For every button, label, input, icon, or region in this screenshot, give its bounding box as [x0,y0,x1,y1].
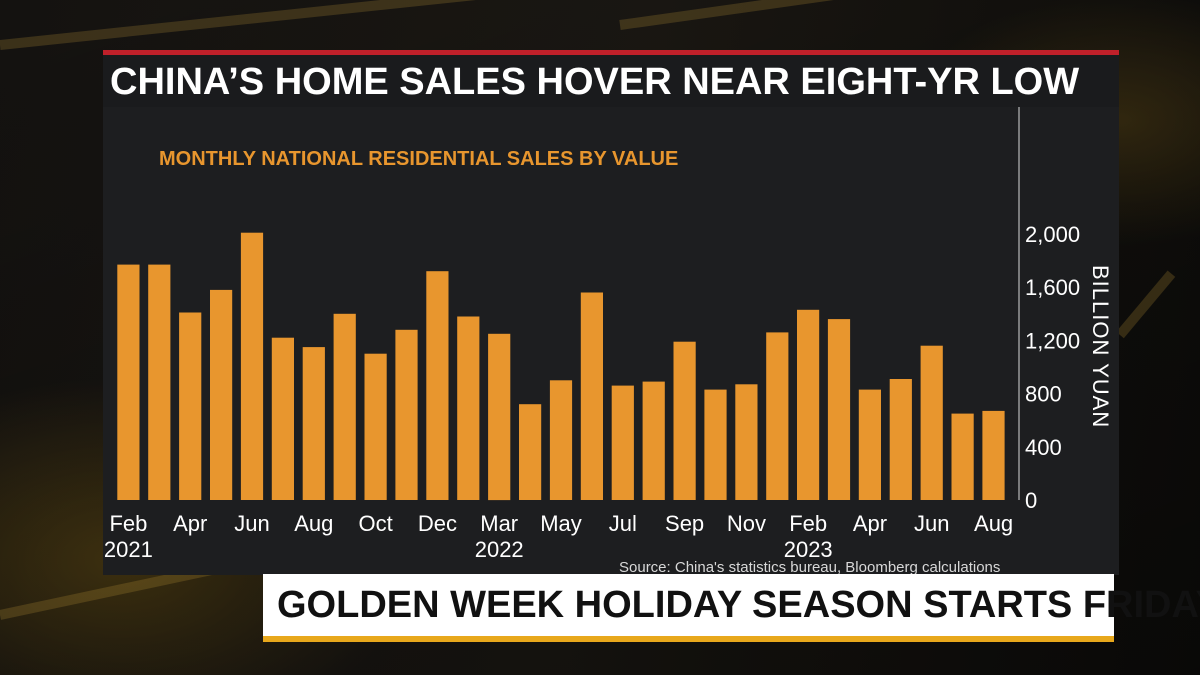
x-tick-year-label: 2023 [784,537,833,562]
y-tick-label: 1,200 [1025,328,1080,353]
y-tick-label: 2,000 [1025,222,1080,247]
bar-2021-12 [426,271,449,500]
bar-2021-06 [240,232,264,500]
y-tick-label: 0 [1025,488,1037,513]
bar-chart: MONTHLY NATIONAL RESIDENTIAL SALES BY VA… [104,107,1113,575]
bar-2023-02 [797,309,820,500]
bar-2022-06 [580,292,603,500]
x-tick-label: May [540,511,582,536]
chart-subtitle: MONTHLY NATIONAL RESIDENTIAL SALES BY VA… [159,148,678,170]
bar-2023-07 [951,413,974,500]
x-tick-year-label: 2021 [104,537,153,562]
bar-2022-09 [673,341,696,500]
bar-2021-07 [271,337,294,500]
chart-title: CHINA’S HOME SALES HOVER NEAR EIGHT-YR L… [110,61,1080,103]
lower-third-headline: GOLDEN WEEK HOLIDAY SEASON STARTS FRIDAY [277,584,1200,626]
x-tick-label: Aug [974,511,1013,536]
x-tick-label: Jul [609,511,637,536]
bar-2021-04 [179,312,202,500]
bar-2023-08 [982,410,1005,500]
bar-2021-05 [210,289,233,500]
bar-2023-06 [920,345,943,500]
bars-group [117,232,1005,501]
bar-2022-12 [766,332,789,500]
lower-third-banner: GOLDEN WEEK HOLIDAY SEASON STARTS FRIDAY [263,574,1200,642]
bar-2021-02 [117,264,140,500]
bar-2021-08 [302,347,325,500]
y-tick-label: 1,600 [1025,275,1080,300]
x-tick-label: Nov [727,511,766,536]
bar-2022-05 [549,380,573,500]
x-tick-label: Mar [480,511,518,536]
x-tick-label: Feb [109,511,147,536]
bar-2023-03 [827,319,851,500]
x-tick-label: Oct [358,511,392,536]
bar-2021-03 [148,264,171,500]
x-tick-label: Feb [789,511,827,536]
bar-2022-04 [519,404,542,500]
x-tick-label: Apr [173,511,207,536]
bar-2021-11 [395,329,418,500]
bar-2022-03 [488,333,511,501]
x-tick-label: Apr [853,511,887,536]
bar-2022-11 [735,384,758,500]
title-bar: CHINA’S HOME SALES HOVER NEAR EIGHT-YR L… [103,50,1119,107]
x-tick-label: Jun [234,511,269,536]
bar-2022-07 [611,385,634,500]
y-tick-label: 400 [1025,435,1062,460]
y-axis-ticks: 2,000 1,600 1,200 800 400 0 [1025,222,1080,513]
bar-2022-08 [642,381,665,500]
source-note: Source: China's statistics bureau, Bloom… [619,559,1000,575]
x-tick-label: Dec [418,511,457,536]
bar-2022-10 [704,389,727,500]
x-tick-label: Sep [665,511,704,536]
y-axis-label: BILLION YUAN [1088,265,1113,428]
bar-2021-09 [333,313,356,500]
x-tick-label: Aug [294,511,333,536]
bar-2023-05 [889,379,912,500]
bar-2023-04 [858,389,881,500]
y-tick-label: 800 [1025,382,1062,407]
bar-2022-02 [457,316,480,500]
x-tick-year-label: 2022 [475,537,524,562]
x-tick-label: Jun [914,511,949,536]
bar-2021-10 [364,353,387,500]
